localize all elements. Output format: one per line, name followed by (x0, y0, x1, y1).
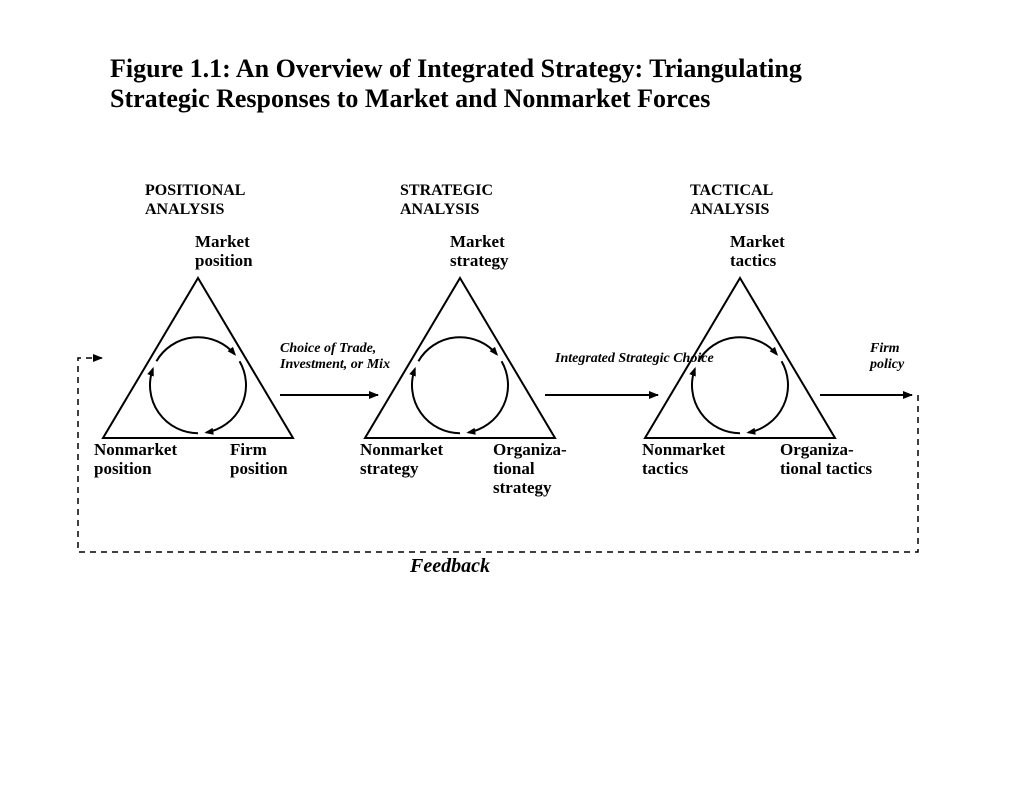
top-label-0-l1: Market (195, 232, 250, 251)
right-label-2-l1: Organiza- (780, 440, 854, 459)
integrated-strategy-diagram: Figure 1.1: An Overview of Integrated St… (0, 0, 1024, 791)
right-label-1-l2: tional (493, 459, 535, 478)
left-label-2-l2: tactics (642, 459, 689, 478)
connector-1: Integrated Strategic Choice (545, 351, 714, 395)
left-label-0-l2: position (94, 459, 152, 478)
left-label-1-l1: Nonmarket (360, 440, 443, 459)
connector-label-2-l1: Firm (869, 341, 900, 356)
top-label-1-l1: Market (450, 232, 505, 251)
section-header-1-l2: ANALYSIS (400, 201, 480, 218)
right-label-2-l2: tional tactics (780, 459, 872, 478)
circle-arc-1 (748, 361, 788, 432)
circle-arc-0 (418, 337, 496, 361)
section-header-0-l1: POSITIONAL (145, 182, 245, 199)
triangle-group-0: POSITIONALANALYSISMarketpositionNonmarke… (94, 182, 293, 478)
circle-arc-2 (412, 369, 460, 433)
connector-label-0-l1: Choice of Trade, (280, 341, 376, 356)
left-label-1-l2: strategy (360, 459, 419, 478)
connector-0: Choice of Trade,Investment, or Mix (279, 341, 390, 395)
triangle-outline (103, 278, 293, 438)
triangle-outline (365, 278, 555, 438)
right-label-1-l3: strategy (493, 478, 552, 497)
figure-title-line1: Figure 1.1: An Overview of Integrated St… (110, 54, 802, 83)
figure-title-line2: Strategic Responses to Market and Nonmar… (110, 84, 710, 113)
section-header-2-l2: ANALYSIS (690, 201, 770, 218)
triangle-group-2: TACTICALANALYSISMarkettacticsNonmarketta… (642, 182, 872, 478)
connector-label-0-l2: Investment, or Mix (279, 357, 390, 372)
circle-arc-1 (468, 361, 508, 432)
connector-2: Firmpolicy (820, 341, 912, 395)
top-label-2-l1: Market (730, 232, 785, 251)
circle-arc-2 (150, 369, 198, 433)
section-header-2-l1: TACTICAL (690, 182, 773, 199)
top-label-0-l2: position (195, 251, 253, 270)
top-label-2-l2: tactics (730, 251, 777, 270)
connector-label-1-l1: Integrated Strategic Choice (554, 351, 714, 366)
left-label-2-l1: Nonmarket (642, 440, 725, 459)
top-label-1-l2: strategy (450, 251, 509, 270)
circle-arc-0 (156, 337, 234, 361)
section-header-1-l1: STRATEGIC (400, 182, 493, 199)
circle-arc-1 (206, 361, 246, 432)
right-label-0-l2: position (230, 459, 288, 478)
triangle-group-1: STRATEGICANALYSISMarketstrategyNonmarket… (360, 182, 567, 497)
right-label-1-l1: Organiza- (493, 440, 567, 459)
circle-arc-2 (692, 369, 740, 433)
section-header-0-l2: ANALYSIS (145, 201, 225, 218)
feedback-label: Feedback (409, 555, 490, 577)
right-label-0-l1: Firm (230, 440, 267, 459)
connector-label-2-l2: policy (869, 357, 905, 372)
left-label-0-l1: Nonmarket (94, 440, 177, 459)
